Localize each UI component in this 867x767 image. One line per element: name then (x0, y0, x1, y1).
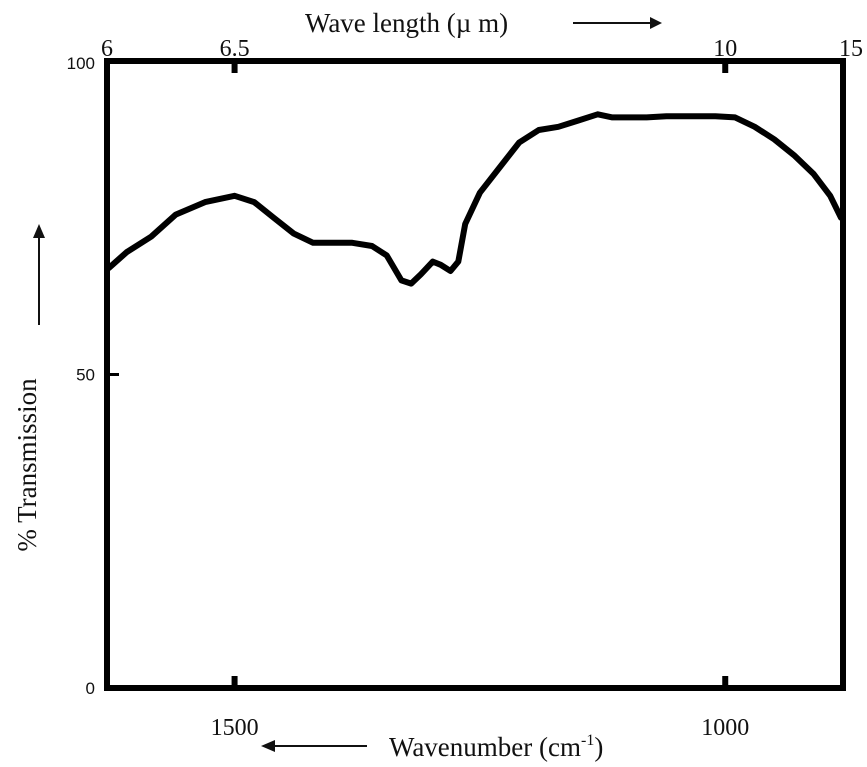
top-axis-label: Wave length (µ m) (305, 8, 508, 38)
top-axis-arrow (573, 17, 662, 29)
y-axis-title: % Transmission (12, 378, 42, 552)
bottom-tick-label: 1000 (701, 715, 749, 741)
x-axis-label: Wavenumber (cm-1) (389, 732, 603, 762)
series-line (106, 111, 844, 287)
top-axis-ticks: 6 6.5 10 15 (101, 36, 863, 73)
y-axis-label: % Transmission (12, 378, 42, 552)
plot-frame (104, 58, 846, 691)
y-tick-label: 100 (67, 54, 95, 73)
bottom-tick-label: 1500 (211, 715, 259, 741)
y-axis-arrow (33, 224, 45, 325)
top-tick-label: 6 (101, 36, 113, 62)
top-tick-label: 6.5 (220, 36, 250, 62)
y-tick-label: 50 (76, 366, 95, 385)
top-tick-label: 10 (713, 36, 737, 62)
y-tick-label: 0 (86, 679, 95, 698)
bottom-axis-ticks: 1500 1000 (211, 676, 749, 741)
top-tick-label: 15 (839, 36, 863, 62)
y-axis-ticks: 0 50 100 (67, 54, 119, 698)
bottom-axis-arrow (261, 740, 367, 752)
